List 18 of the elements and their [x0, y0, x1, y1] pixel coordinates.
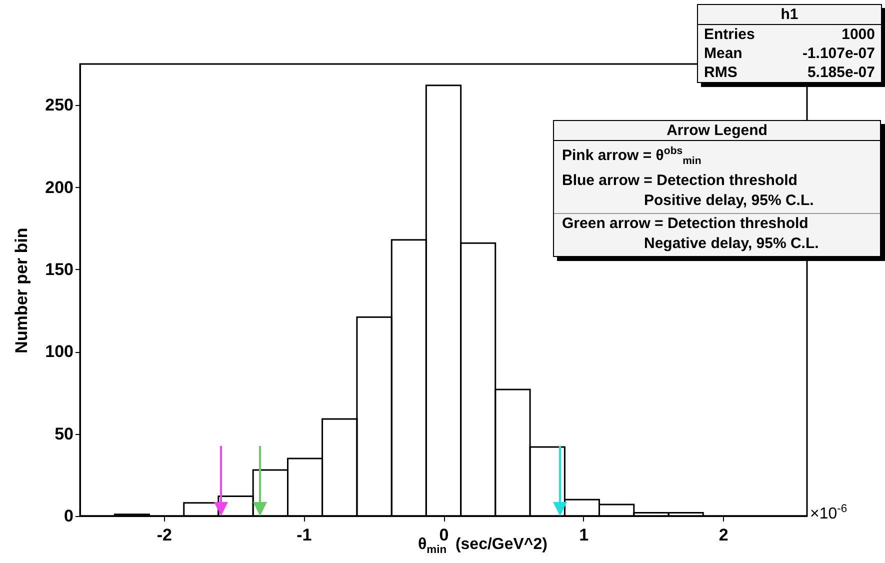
- annotation: Positive delay, 95% C.L.: [643, 191, 815, 211]
- x-tick-label: -1: [296, 526, 312, 544]
- annotation: Blue arrow = Detection threshold: [561, 171, 798, 191]
- y-tick-label: 150: [45, 260, 74, 279]
- annotation: RMS: [704, 63, 738, 82]
- y-axis-title: Number per bin: [12, 228, 32, 354]
- y-tick-label: 50: [54, 424, 74, 444]
- y-tick-label: 200: [45, 178, 74, 197]
- y-tick-label: 250: [45, 96, 74, 115]
- x-tick-label: 1: [579, 526, 589, 544]
- annotation: Negative delay, 95% C.L.: [643, 234, 820, 254]
- x-tick-label: -2: [156, 526, 172, 544]
- annotation: Green arrow = Detection threshold: [554, 213, 880, 234]
- x-tick-label: 2: [718, 526, 728, 544]
- y-tick-label: 100: [45, 342, 74, 362]
- y-tick-label: 0: [64, 506, 74, 526]
- annotation: Arrow Legend: [554, 121, 880, 141]
- text: ×10$^{-6}$: [810, 503, 848, 524]
